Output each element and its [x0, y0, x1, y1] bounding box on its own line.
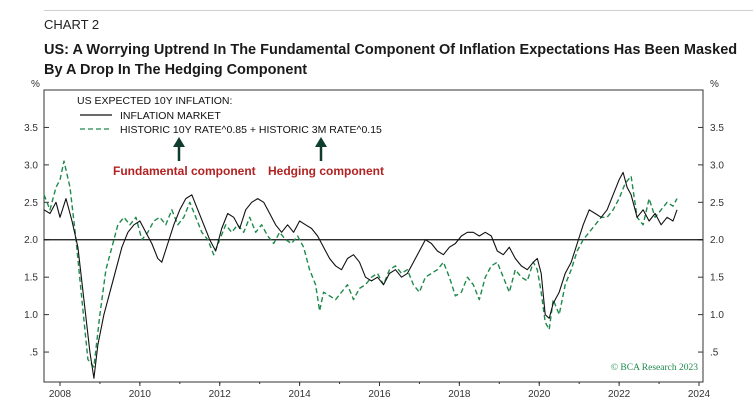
y-tick-label-left: 3.5 — [24, 123, 38, 134]
chart-title: US: A Worrying Uptrend In The Fundamenta… — [44, 42, 738, 78]
y-tick-label-left: 2.0 — [24, 235, 38, 246]
x-tick-label: 2010 — [129, 389, 152, 400]
legend-historic-part: RATE^0.15 — [326, 124, 382, 136]
legend-historic-part: 3M — [312, 124, 327, 136]
series-market-line — [43, 171, 678, 379]
left-axis-unit: % — [31, 79, 40, 90]
y-tick-label-right: 3.0 — [710, 160, 724, 171]
credit-text: © BCA Research 2023 — [611, 362, 698, 373]
legend-label-historic: HISTORIC 10Y RATE^0.85 + HISTORIC 3M RAT… — [120, 124, 382, 136]
top-rule — [44, 10, 753, 11]
legend-historic-part: 10Y — [173, 124, 192, 136]
x-tick-label: 2018 — [448, 389, 471, 400]
fundamental-annotation: Fundamental component — [113, 164, 256, 178]
x-tick-label: 2024 — [688, 389, 711, 400]
arrow-up-icon — [173, 137, 185, 161]
y-tick-label-right: 2.0 — [710, 235, 724, 246]
legend-historic-part: HISTORIC — [120, 124, 173, 136]
x-tick-label: 2012 — [209, 389, 232, 400]
series-group — [43, 160, 678, 379]
chart-number: CHART 2 — [44, 17, 100, 32]
axis-ticks: .5 .5 1.0 1.0 1.5 1.5 2.0 2.0 2.5 2.5 3.0 3.0 3.5 3.5… — [24, 123, 724, 400]
y-tick-label-right: 2.5 — [710, 198, 724, 209]
x-tick-label: 2020 — [528, 389, 551, 400]
y-tick-label-right: 1.0 — [710, 310, 724, 321]
x-tick-label: 2014 — [288, 389, 311, 400]
y-tick-label-right: 1.5 — [710, 273, 724, 284]
y-tick-label-left: .5 — [30, 348, 39, 359]
plot-frame — [43, 89, 704, 383]
legend-label-market: INFLATION MARKET — [120, 110, 221, 122]
hedging-annotation: Hedging component — [268, 164, 384, 178]
y-tick-label-left: 3.0 — [24, 160, 38, 171]
series-historic-line — [43, 160, 678, 368]
legend: US EXPECTED 10Y INFLATION: INFLATION MAR… — [77, 95, 382, 136]
y-tick-label-left: 1.5 — [24, 273, 38, 284]
legend-title: US EXPECTED 10Y INFLATION: — [77, 95, 232, 107]
right-axis-unit: % — [710, 79, 719, 90]
arrow-up-icon — [315, 137, 327, 161]
y-tick-label-left: 2.5 — [24, 198, 38, 209]
y-tick-label-left: 1.0 — [24, 310, 38, 321]
y-tick-label-right: 3.5 — [710, 123, 724, 134]
x-tick-label: 2022 — [608, 389, 631, 400]
legend-historic-part: RATE^0.85 + HISTORIC — [191, 124, 311, 136]
annotations: Fundamental component Hedging component — [113, 137, 384, 178]
y-tick-label-right: .5 — [710, 348, 719, 359]
x-tick-label: 2016 — [368, 389, 391, 400]
x-tick-label: 2008 — [49, 389, 72, 400]
